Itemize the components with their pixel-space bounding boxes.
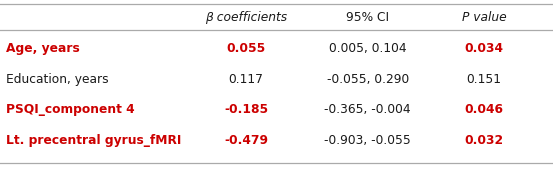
Text: 0.151: 0.151: [466, 73, 502, 86]
Text: -0.365, -0.004: -0.365, -0.004: [325, 103, 411, 116]
Text: β coefficients: β coefficients: [205, 11, 287, 24]
Text: 0.034: 0.034: [465, 42, 503, 55]
Text: 0.117: 0.117: [228, 73, 264, 86]
Text: 95% CI: 95% CI: [346, 11, 389, 24]
Text: -0.185: -0.185: [224, 103, 268, 116]
Text: 0.046: 0.046: [465, 103, 503, 116]
Text: 0.055: 0.055: [227, 42, 265, 55]
Text: Lt. precentral gyrus_fMRI: Lt. precentral gyrus_fMRI: [6, 134, 181, 147]
Text: -0.479: -0.479: [224, 134, 268, 147]
Text: 0.032: 0.032: [465, 134, 503, 147]
Text: -0.903, -0.055: -0.903, -0.055: [325, 134, 411, 147]
Text: PSQI_component 4: PSQI_component 4: [6, 103, 134, 116]
Text: Education, years: Education, years: [6, 73, 108, 86]
Text: Age, years: Age, years: [6, 42, 79, 55]
Text: 0.005, 0.104: 0.005, 0.104: [329, 42, 406, 55]
Text: -0.055, 0.290: -0.055, 0.290: [327, 73, 409, 86]
Text: P value: P value: [462, 11, 506, 24]
